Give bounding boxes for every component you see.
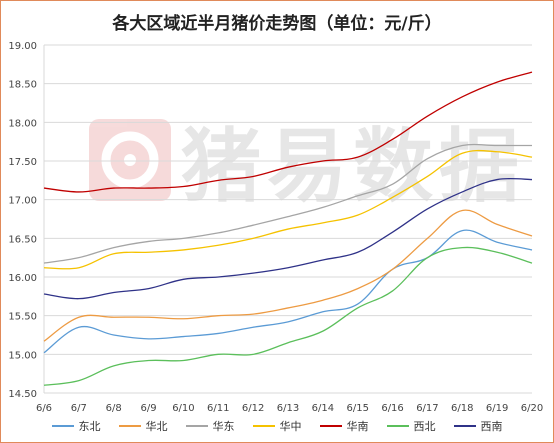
x-tick-label: 6/8: [106, 403, 122, 414]
legend-item: 西北: [386, 418, 436, 434]
legend-label: 西北: [413, 420, 436, 433]
legend-label: 华东: [212, 420, 235, 433]
x-tick-label: 6/9: [141, 403, 157, 414]
legend-swatch: [386, 425, 409, 427]
legend-item: 华南: [319, 418, 369, 434]
series-line-华南: [43, 71, 533, 193]
legend-swatch: [51, 425, 74, 427]
legend-swatch: [252, 425, 275, 427]
legend-label: 东北: [78, 420, 101, 433]
x-tick-label: 6/15: [346, 403, 368, 414]
watermark: 猪易数据: [89, 119, 525, 213]
y-axis: 19.00 18.50 18.00 17.50 17.00 16.50 16.00 15.50…: [8, 41, 37, 400]
legend-label: 西南: [480, 420, 503, 433]
grid: [43, 44, 532, 394]
chart-title: 各大区域近半月猪价走势图（单位：元/斤）: [112, 14, 442, 34]
watermark-logo: [89, 119, 171, 201]
x-tick-label: 6/7: [71, 403, 87, 414]
x-tick-label: 6/11: [207, 403, 229, 414]
legend-label: 华中: [279, 420, 302, 433]
legend-item: 华中: [252, 418, 302, 434]
x-tick-label: 6/14: [312, 403, 334, 414]
y-tick-label: 18.00: [8, 118, 37, 129]
legend-swatch: [185, 425, 208, 427]
y-tick-label: 19.00: [8, 41, 37, 52]
x-tick-label: 6/19: [486, 403, 508, 414]
series-lines: [43, 71, 533, 386]
y-tick-label: 17.00: [8, 196, 37, 207]
legend-item: 华北: [118, 418, 168, 434]
x-tick-label: 6/13: [277, 403, 299, 414]
watermark-text: 猪易数据: [181, 120, 525, 213]
x-tick-label: 6/20: [521, 403, 543, 414]
y-tick-label: 16.00: [8, 273, 37, 284]
legend: 东北 华北 华东 华中 华南 西北 西南: [1, 418, 553, 434]
legend-swatch: [319, 425, 342, 427]
x-tick-label: 6/6: [36, 403, 52, 414]
y-tick-label: 18.50: [8, 80, 37, 91]
x-tick-label: 6/10: [172, 403, 194, 414]
x-tick-label: 6/17: [416, 403, 438, 414]
legend-label: 华南: [346, 420, 369, 433]
legend-item: 西南: [453, 418, 503, 434]
series-line-华北: [43, 209, 533, 342]
y-tick-label: 14.50: [8, 389, 37, 400]
series-line-东北: [43, 229, 533, 354]
legend-swatch: [453, 425, 476, 427]
x-tick-label: 6/18: [451, 403, 473, 414]
x-tick-label: 6/12: [242, 403, 264, 414]
x-axis: 6/6 6/7 6/8 6/9 6/10 6/11 6/12 6/13 6/14 6/15 6/16…: [36, 403, 543, 414]
legend-item: 东北: [51, 418, 101, 434]
series-line-西南: [43, 177, 533, 300]
legend-label: 华北: [145, 420, 168, 433]
series-line-华东: [43, 143, 532, 264]
series-line-华中: [43, 149, 533, 270]
legend-item: 华东: [185, 418, 235, 434]
y-tick-label: 15.00: [8, 350, 37, 361]
y-tick-label: 16.50: [8, 234, 37, 245]
x-tick-label: 6/16: [381, 403, 403, 414]
y-tick-label: 17.50: [8, 157, 37, 168]
y-tick-label: 15.50: [8, 312, 37, 323]
legend-swatch: [118, 425, 141, 427]
series-line-西北: [43, 246, 533, 386]
